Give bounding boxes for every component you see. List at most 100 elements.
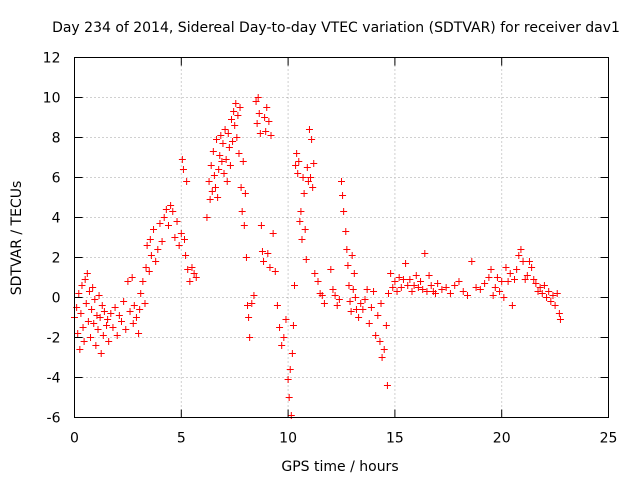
- data-point: [99, 332, 107, 339]
- data-point: [132, 314, 140, 321]
- data-point: [331, 292, 339, 299]
- data-point: [183, 178, 191, 185]
- data-point: [308, 136, 316, 143]
- data-point: [291, 282, 299, 289]
- data-point: [264, 250, 272, 257]
- data-point: [285, 394, 293, 401]
- data-point: [536, 284, 544, 291]
- data-point: [208, 188, 216, 195]
- data-point: [233, 134, 241, 141]
- data-point: [213, 136, 221, 143]
- y-tick-label: 2: [52, 251, 61, 267]
- data-point: [399, 276, 407, 283]
- data-point: [307, 174, 315, 181]
- data-point: [532, 280, 540, 287]
- data-point: [517, 246, 525, 253]
- data-point: [184, 266, 192, 273]
- data-point: [100, 308, 108, 315]
- data-point: [82, 300, 90, 307]
- data-point: [225, 144, 233, 151]
- data-point: [511, 276, 519, 283]
- data-point: [296, 218, 304, 225]
- data-point: [222, 156, 230, 163]
- data-point: [230, 108, 238, 115]
- data-point: [286, 366, 294, 373]
- data-point: [218, 158, 226, 165]
- data-point: [245, 314, 253, 321]
- data-point: [265, 118, 273, 125]
- y-tick-label: 8: [52, 131, 61, 147]
- data-point: [540, 282, 548, 289]
- data-point: [77, 310, 85, 317]
- data-point: [504, 278, 512, 285]
- data-point: [292, 162, 300, 169]
- data-point: [234, 112, 242, 119]
- data-point: [481, 280, 489, 287]
- data-point: [254, 94, 262, 101]
- data-point: [329, 286, 337, 293]
- data-points: [71, 94, 564, 419]
- data-point: [282, 316, 290, 323]
- data-point: [226, 162, 234, 169]
- data-point: [431, 290, 439, 297]
- data-point: [186, 278, 194, 285]
- data-point: [513, 266, 521, 273]
- data-point: [451, 282, 459, 289]
- data-point: [496, 288, 504, 295]
- data-point: [346, 298, 354, 305]
- data-point: [498, 278, 506, 285]
- data-point: [92, 342, 100, 349]
- data-point: [301, 226, 309, 233]
- data-point: [459, 288, 467, 295]
- data-point: [342, 228, 350, 235]
- data-point: [556, 316, 564, 323]
- data-point: [103, 322, 111, 329]
- data-point: [181, 236, 189, 243]
- data-point: [491, 284, 499, 291]
- data-point: [300, 190, 308, 197]
- data-point: [549, 292, 557, 299]
- data-point: [83, 270, 91, 277]
- data-point: [266, 264, 274, 271]
- data-point: [383, 382, 391, 389]
- data-point: [190, 270, 198, 277]
- data-point: [545, 288, 553, 295]
- data-point: [96, 314, 104, 321]
- plot-frame: [74, 57, 609, 418]
- data-point: [363, 286, 371, 293]
- data-point: [257, 222, 265, 229]
- data-point: [382, 322, 390, 329]
- data-point: [113, 332, 121, 339]
- data-point: [136, 306, 144, 313]
- data-point: [442, 284, 450, 291]
- x-tick-label: 20: [493, 431, 511, 447]
- data-point: [297, 208, 305, 215]
- y-tick-labels: -6 -4 -2 0 2 4 6 8 10 12: [43, 51, 61, 427]
- data-point: [84, 318, 92, 325]
- data-point: [487, 266, 495, 273]
- data-point: [250, 292, 258, 299]
- data-point: [299, 174, 307, 181]
- chart-title: Day 234 of 2014, Sidereal Day-to-day VTE…: [52, 20, 620, 36]
- data-point: [130, 302, 138, 309]
- data-point: [211, 184, 219, 191]
- data-point: [85, 288, 93, 295]
- data-point: [361, 296, 369, 303]
- data-point: [395, 274, 403, 281]
- data-point: [169, 208, 177, 215]
- data-point: [502, 264, 510, 271]
- data-point: [446, 290, 454, 297]
- x-tick-label: 15: [386, 431, 404, 447]
- data-point: [310, 160, 318, 167]
- data-point: [500, 294, 508, 301]
- data-point: [380, 346, 388, 353]
- data-point: [215, 166, 223, 173]
- x-tick-labels: 0 5 10 15 20 25: [70, 431, 617, 447]
- data-point: [349, 286, 357, 293]
- data-point: [227, 116, 235, 123]
- data-point: [122, 326, 130, 333]
- data-point: [374, 312, 382, 319]
- data-point: [256, 130, 264, 137]
- data-point: [129, 320, 137, 327]
